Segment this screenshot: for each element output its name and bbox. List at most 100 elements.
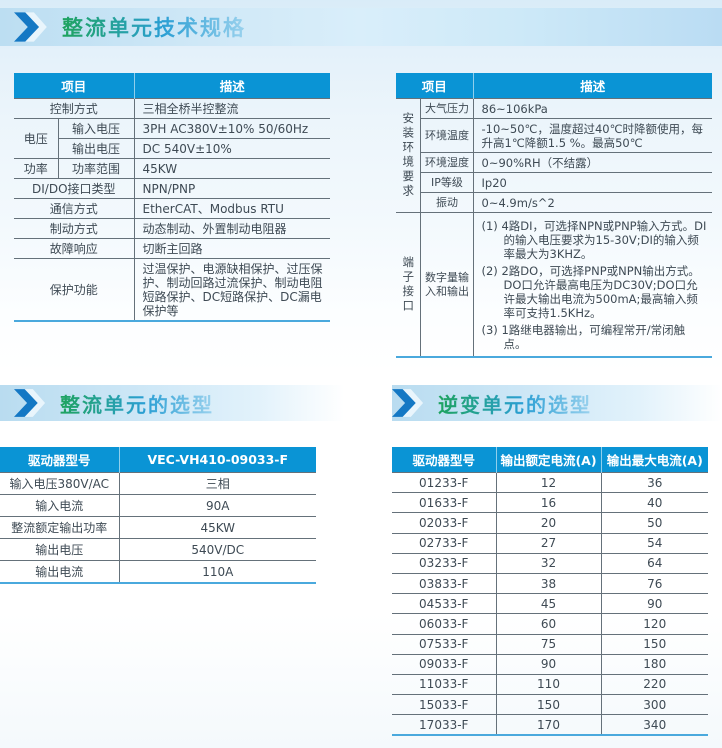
model-cell: 02033-F [392,512,497,534]
table-row: 功率 功率范围 45KW [14,158,331,179]
item-cell: 输出电压 [58,138,135,159]
max-current-cell: 50 [600,512,708,534]
table-row: 01633-F 16 40 [392,492,708,514]
table-row: 03833-F 38 76 [392,572,708,595]
max-current-cell: 64 [600,552,708,574]
desc-cell: -10~50℃，温度超过40℃时降额使用，每升高1℃降额1.5 %。最高50℃ [472,118,712,153]
tech-spec-title: 整流单元技术规格 [62,12,246,42]
item-cell: 数字量输入和输出 [420,212,474,358]
desc-cell: 86~106kPa [472,98,712,119]
rated-current-cell: 60 [495,613,602,635]
rated-current-cell: 38 [495,572,602,595]
item-cell: 输入电压 [57,118,135,139]
rated-current-cell: 150 [495,694,602,716]
model-cell: 09033-F [392,653,497,675]
table-row: 输出电流 110A [0,560,316,584]
table-row: 输出电压 540V/DC [0,538,316,561]
value-cell: 90A [118,494,316,517]
group-cell-install-env: 安装环境要求 [395,98,422,213]
double-chevron-right-icon [392,389,428,417]
max-current-cell: 220 [600,673,708,696]
item-cell: 功率范围 [57,158,135,179]
desc-cell: 45KW [133,158,331,179]
column-header-desc: 描述 [133,73,331,99]
column-header-desc: 描述 [472,73,712,99]
model-cell: 04533-F [392,593,497,615]
model-cell: 06033-F [392,613,497,635]
tech-spec-header-band: 整流单元技术规格 [0,8,722,46]
table-row: 07533-F 75 150 [392,633,708,655]
io-description-line: (2) 2路DO，可选择PNP或NPN输出方式。DO口允许最高电压为DC30V;… [481,263,700,320]
inverter-selection-table: 驱动器型号 输出额定电流(A) 输出最大电流(A) 01233-F 12 36 [392,447,708,737]
io-description-line: (1) 4路DI，可选择NPN或PNP输入方式。DI的输入电压要求为15-30V… [481,218,707,261]
table-row: 06033-F 60 120 [392,613,708,635]
max-current-cell: 120 [600,613,708,635]
max-current-cell: 150 [600,633,708,655]
param-cell: 整流额定输出功率 [0,516,120,539]
inv-select-header-band: 逆变单元的选型 [392,385,722,421]
double-chevron-right-icon [14,389,50,417]
column-header-max-current: 输出最大电流(A) [600,447,708,473]
table-row: 保护功能 过温保护、电源缺相保护、过压保护、制动回路过流保护、制动电阻短路保护、… [14,258,331,322]
desc-cell: 三相全桥半控整流 [133,98,331,119]
desc-cell: 过温保护、电源缺相保护、过压保护、制动回路过流保护、制动电阻短路保护、DC短路保… [133,258,331,322]
table-row: 整流额定输出功率 45KW [0,516,316,539]
table-header-row: 驱动器型号 VEC-VH410-09033-F [0,447,316,473]
model-cell: 03233-F [392,552,497,574]
max-current-cell: 40 [600,492,708,514]
double-chevron-right-icon [14,12,52,42]
rated-current-cell: 32 [495,552,602,574]
model-cell: 07533-F [392,633,497,655]
io-description-line: (3) 1路继电器输出，可编程常开/常闭触点。 [481,322,686,351]
value-cell: 540V/DC [118,538,316,561]
table-row: IP等级 Ip20 [396,172,712,193]
param-cell: 输入电压380V/AC [0,472,120,495]
table-row: 故障响应 切断主回路 [14,238,331,259]
desc-cell: 0~4.9m/s^2 [472,192,712,213]
table-row: 端子接口 数字量输入和输出 (1) 4路DI，可选择NPN或PNP输入方式。DI… [395,212,712,358]
item-cell: 环境湿度 [420,152,474,173]
table-header-row: 项目 描述 [14,73,331,99]
value-cell: 110A [118,560,316,584]
rated-current-cell: 170 [495,714,602,736]
table-row: 输入电压380V/AC 三相 [0,472,316,495]
environment-spec-table: 项目 描述 安装环境要求 大气压力 86~106kPa 环境温度 -10~50℃… [395,73,712,358]
item-cell: 环境温度 [420,118,474,153]
table-row: 电压 输入电压 3PH AC380V±10% 50/60Hz [14,118,331,159]
table-row: 环境温度 -10~50℃，温度超过40℃时降额使用，每升高1℃降额1.5 %。最… [396,118,712,153]
column-header-rated-current: 输出额定电流(A) [495,447,601,473]
table-row: 01233-F 12 36 [392,471,708,494]
param-cell: 输入电流 [0,494,120,517]
rated-current-cell: 20 [495,512,602,534]
table-row: 04533-F 45 90 [392,593,708,615]
desc-cell: 0~90%RH（不结露） [472,152,712,173]
rated-current-cell: 110 [495,673,602,696]
column-header-item: 项目 [395,73,473,99]
table-row: DI/DO接口类型 NPN/PNP [14,178,331,199]
model-cell: 11033-F [392,673,497,696]
max-current-cell: 76 [600,572,708,595]
desc-cell: DC 540V±10% [133,138,331,159]
max-current-cell: 180 [600,653,708,675]
max-current-cell: 340 [600,714,708,736]
table-row: 控制方式 三相全桥半控整流 [14,98,331,119]
table-row: 环境湿度 0~90%RH（不结露） [396,152,712,173]
table-row: 11033-F 110 220 [392,673,708,696]
rated-current-cell: 45 [495,593,602,615]
table-row: 通信方式 EtherCAT、Modbus RTU [14,198,331,219]
desc-cell: EtherCAT、Modbus RTU [133,198,331,219]
rectifier-selection-table: 驱动器型号 VEC-VH410-09033-F 输入电压380V/AC 三相 输… [0,447,316,584]
rect-select-title: 整流单元的选型 [60,389,214,418]
model-cell: 02733-F [392,532,497,554]
desc-cell: NPN/PNP [133,178,331,199]
item-cell: IP等级 [420,172,474,193]
table-row: 制动方式 动态制动、外置制动电阻器 [14,218,331,239]
table-row: 02033-F 20 50 [392,512,708,534]
model-cell: 15033-F [392,694,497,716]
item-cell: DI/DO接口类型 [14,178,135,199]
desc-cell: 动态制动、外置制动电阻器 [133,218,331,239]
item-cell: 振动 [420,192,474,213]
param-cell: 输出电流 [0,560,120,584]
table-header-row: 项目 描述 [395,73,712,99]
